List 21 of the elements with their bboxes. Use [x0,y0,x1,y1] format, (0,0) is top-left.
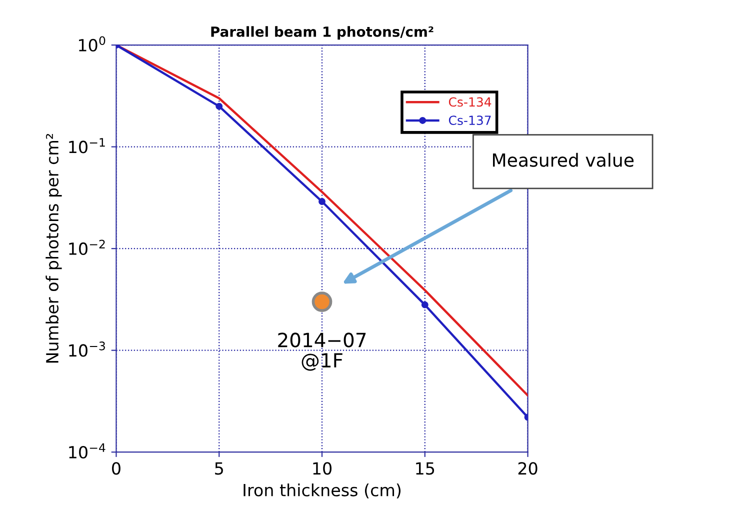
legend-label: Cs-134 [448,97,492,107]
y-tick-label: 10$^{−4}$ [69,443,106,459]
y-axis-title: Number of photons per cm² [46,134,62,363]
point [318,198,326,205]
x-axis-title: Iron thickness (cm) [244,484,401,498]
y-tick-label: 10$^{0}$ [79,36,106,52]
x-tick-label: 10 [313,462,332,475]
x-tick-label: 5 [215,462,223,475]
y-tick-label: 10$^{−2}$ [69,240,105,256]
chart-title: Parallel beam 1 photons/cm² [211,26,434,40]
y-tick-label: 10$^{−1}$ [69,138,105,154]
x-tick-label: 0 [112,462,120,475]
annotation: Measured value [493,152,634,167]
point [421,301,428,308]
y-tick-label: 10$^{−3}$ [69,341,105,357]
x-tick-label: 20 [518,462,538,475]
x-tick-label: 15 [416,462,434,475]
legend-label: Cs-137 [448,116,491,126]
point [216,102,223,110]
point [312,292,332,312]
annotation: 2014−07 @1F [278,332,366,371]
